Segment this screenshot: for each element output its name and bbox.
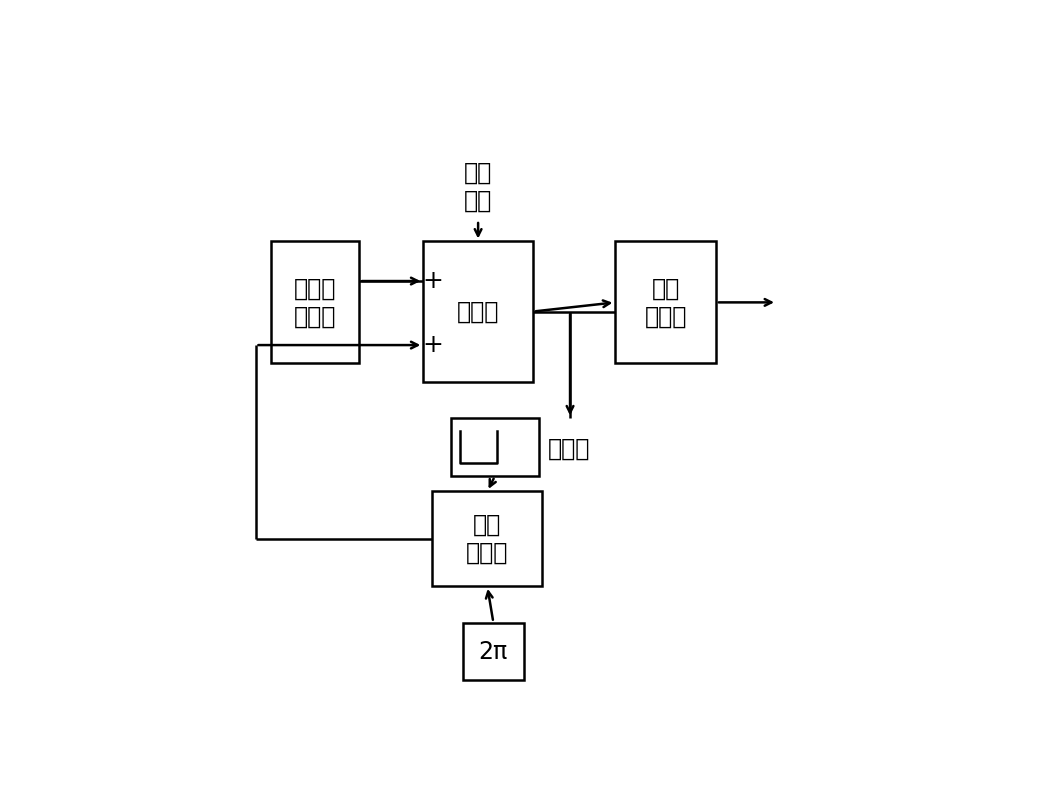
Bar [433,491,542,586]
Text: +: + [422,333,443,357]
Bar [463,623,524,680]
Bar [616,242,716,364]
Text: +: + [422,269,443,293]
Bar [450,418,539,476]
Bar [423,242,534,382]
Text: 存储器: 存储器 [548,436,591,461]
Text: 2π: 2π [478,639,508,664]
Text: 取模
运算器: 取模 运算器 [466,512,509,565]
Text: 时钟
信号: 时钟 信号 [464,161,492,212]
Bar [270,242,359,364]
Text: 累加器: 累加器 [457,299,499,324]
Text: 角度
寄存器: 角度 寄存器 [645,276,686,329]
Text: 增量角
存储器: 增量角 存储器 [293,276,336,329]
